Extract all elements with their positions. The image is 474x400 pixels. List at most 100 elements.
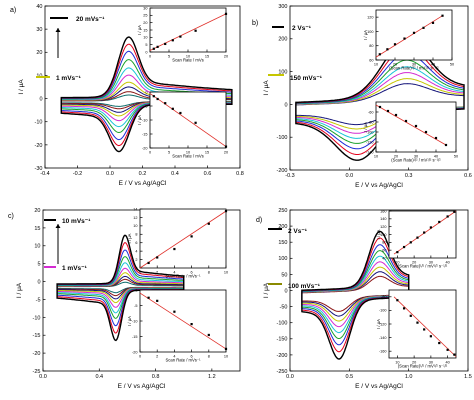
main-axis-y-tick-label: -10	[33, 315, 41, 321]
data-point	[156, 299, 159, 302]
main-axis-y-tick-label: 5	[37, 262, 40, 268]
inset-axis-y-tick-label: -120	[379, 322, 387, 326]
inset-2: 0 2 4 6 8 10 -20 -15 -10 -5 0 Scan Rate / mVs⁻¹ I / …	[127, 288, 228, 362]
legend-label: 10 mVs⁻¹	[62, 218, 90, 225]
inset-axis-x-tick-label: 0	[139, 354, 141, 358]
data-point	[171, 39, 174, 42]
data-point	[431, 21, 435, 24]
main-axis-y-tick-label: -100	[276, 135, 287, 141]
inset-axis-x-tick-label: 2	[156, 354, 158, 358]
inset-axis-x-tick-label: 6	[191, 270, 193, 274]
inset-y-axis-title: I / μA	[127, 233, 132, 243]
data-point	[412, 31, 416, 34]
inset-axis-x-tick-label: 10	[186, 54, 190, 58]
inset-1: 0 5 10 15 20 0 5 10 15 20 25 30 Scan Rate / mVs I / μ…	[137, 6, 228, 62]
data-point	[224, 347, 228, 350]
inset-axis-x-tick-label: 2	[156, 270, 158, 274]
data-point	[156, 256, 159, 259]
main-axis-y-tick-label: 20	[34, 208, 40, 214]
inset-axis-y-tick-label: 0	[145, 50, 147, 54]
inset-background	[376, 10, 452, 60]
inset-axis-y-tick-label: -100	[379, 309, 387, 313]
inset-y-axis-title: I / μA	[137, 115, 142, 125]
inset-axis-y-tick-label: 60	[369, 58, 373, 62]
main-axis-y-tick-label: 100	[278, 256, 287, 262]
data-point	[156, 97, 159, 101]
main-axis-x-tick-label: 1.0	[405, 374, 413, 380]
cv-curve-1	[60, 36, 233, 153]
panel-label: a)	[10, 7, 16, 14]
inset-x-axis-title: (Scan Rate)¹/² / mV¹/² s⁻¹/²	[398, 264, 448, 269]
data-point	[441, 14, 444, 17]
inset-axis-y-tick-label: -20	[142, 146, 148, 150]
data-point	[416, 236, 419, 239]
main-axis-x-tick-label: 0.4	[95, 374, 103, 380]
legend-label: 20 mVs⁻¹	[76, 16, 104, 23]
inset-y-axis-title: I / μA	[363, 30, 368, 40]
main-axis-x-tick-label: 0.0	[346, 173, 354, 179]
main-axis-frame	[289, 5, 469, 171]
inset-y-axis-title: I / μA	[127, 316, 132, 326]
inset-2: 10 20 30 40 -160 -140 -120 -100 -80 (Scan Rate)¹/…	[376, 289, 457, 369]
inset-axis-y-tick-label: 25	[143, 14, 147, 18]
inset-axis-y-tick-label: 0	[145, 90, 147, 94]
data-point	[152, 95, 155, 98]
data-point	[179, 111, 182, 115]
inset-axis-x-tick-label: 10	[374, 154, 378, 158]
inset-axis-y-tick-label: 100	[380, 233, 386, 237]
main-axis-x-tick-label: 0.5	[346, 374, 354, 380]
data-point	[396, 299, 399, 302]
inset-axis-y-tick-label: -15	[132, 335, 138, 339]
inset-axis-x-tick-label: 0	[149, 54, 151, 58]
inset-y-axis-title: I / μA	[363, 122, 368, 132]
inset-axis-y-tick-label: -10	[142, 118, 148, 122]
data-point	[438, 341, 441, 345]
inset-axis-y-tick-label: 20	[143, 21, 147, 25]
data-point	[434, 136, 438, 140]
inset-axis-x-tick-label: 6	[191, 354, 193, 358]
inset-axis-y-tick-label: 8	[135, 233, 137, 237]
x-axis-title: E / V vs Ag/AgCl	[118, 383, 166, 390]
main-axis-y-tick-label: 30	[36, 27, 42, 33]
data-point	[164, 42, 167, 46]
inset-axis-x-tick-label: 20	[394, 154, 398, 158]
inset-axis-y-tick-label: -15	[142, 132, 148, 136]
main-axis-y-tick-label: 100	[278, 70, 287, 76]
main-axis-y-tick-label: 40	[36, 4, 42, 10]
inset-axis-y-tick-label: 120	[367, 15, 373, 19]
inset-axis-y-tick-label: 100	[367, 30, 373, 34]
inset-axis-x-tick-label: 8	[208, 354, 210, 358]
linear-fit-line	[139, 292, 227, 350]
inset-axis-x-tick-label: 30	[414, 154, 418, 158]
panel-4: 0.0 0.5 1.0 1.5 -250 -200 -150 -100 -50 0 50 100 150…	[256, 208, 472, 390]
main-axis-x-tick-label: 0.6	[464, 173, 472, 179]
panel-label: b)	[252, 20, 258, 27]
main-axis-y-tick-label: -5	[36, 297, 41, 303]
data-point	[414, 124, 418, 128]
inset-x-axis-title: (Scan Rate)¹/² / mV¹/² s⁻¹/²	[398, 364, 448, 369]
inset-axis-x-tick-label: 20	[412, 260, 416, 264]
inset-axis-y-tick-label: 15	[143, 28, 147, 32]
inset-axis-y-tick-label: 0	[135, 288, 137, 292]
panel-label: d)	[256, 217, 262, 224]
inset-axis-y-tick-label: 30	[143, 6, 147, 10]
inset-axis-x-tick-label: 50	[450, 62, 454, 66]
data-point	[386, 109, 390, 113]
data-point	[429, 226, 432, 229]
inset-y-axis-title: I / μA	[376, 319, 381, 329]
inset-axis-x-tick-label: 10	[374, 62, 378, 66]
inset-2: 0 5 10 15 20 -20 -15 -10 -5 0 Scan Rate / mVs I / μ…	[137, 90, 228, 158]
legend-label: 100 mVs⁻¹	[288, 283, 320, 290]
data-point	[423, 231, 426, 234]
data-point	[429, 335, 432, 338]
inset-1: 10 20 30 40 40 60 80 100 120 140 160 (Scan Rate)¹/²…	[376, 209, 457, 269]
main-axis-x-tick-label: -0.4	[40, 171, 49, 177]
data-point	[423, 328, 426, 331]
linear-fit-line	[139, 210, 227, 269]
main-axis-y-tick-label: -15	[33, 333, 41, 339]
inset-axis-y-tick-label: -60	[368, 110, 374, 114]
linear-fit-line	[149, 93, 227, 147]
legend-label: 2 Vs⁻¹	[292, 25, 311, 32]
data-point	[164, 102, 167, 105]
